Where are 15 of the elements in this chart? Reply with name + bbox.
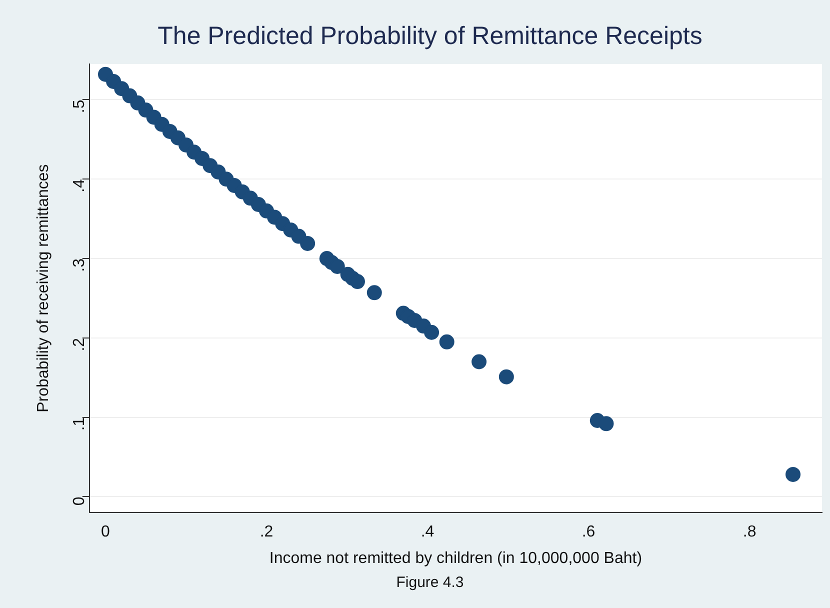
x-axis-title: Income not remitted by children (in 10,000,000 Baht) xyxy=(269,550,642,567)
y-tick-label: .5 xyxy=(70,100,88,114)
y-tick-label: .1 xyxy=(70,417,88,431)
y-tick-label: .2 xyxy=(70,338,88,352)
x-tick-label: .6 xyxy=(582,524,596,541)
y-tick-label: .3 xyxy=(70,258,88,272)
caption: Figure 4.3 xyxy=(396,574,464,592)
x-tick-label: .4 xyxy=(420,524,434,541)
y-axis-title: Probability of receiving remittances xyxy=(35,164,52,412)
y-tick-label: 0 xyxy=(70,496,88,506)
chart-title: The Predicted Probability of Remittance Receipts xyxy=(158,22,702,50)
y-tick-label: .4 xyxy=(70,179,88,192)
x-tick-label: .8 xyxy=(742,524,756,541)
x-tick-label: .2 xyxy=(260,524,274,541)
x-tick-label: 0 xyxy=(101,524,110,541)
